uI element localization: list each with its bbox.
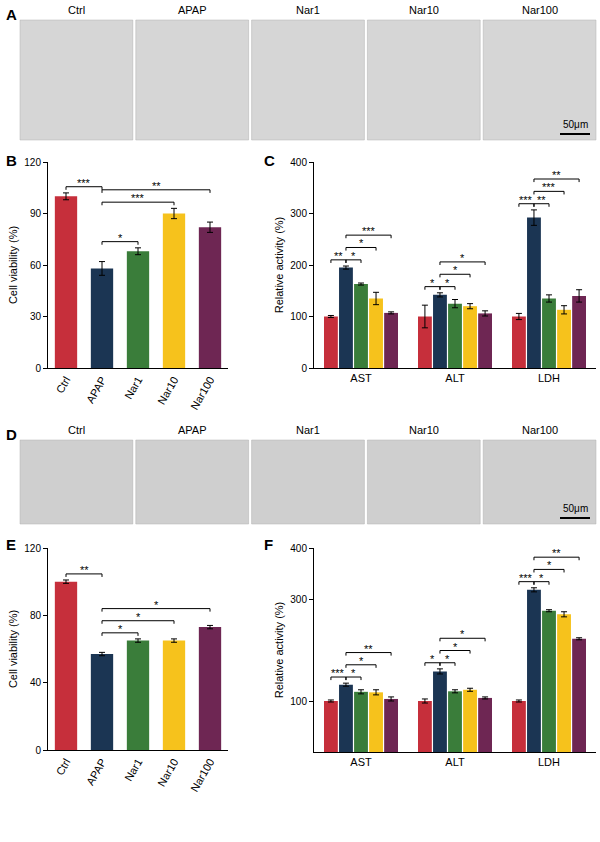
svg-text:*: * xyxy=(430,277,435,289)
svg-text:***: *** xyxy=(77,177,91,189)
svg-text:*: * xyxy=(359,237,364,249)
svg-text:**: ** xyxy=(552,547,561,559)
svg-text:120: 120 xyxy=(24,543,41,554)
svg-text:**: ** xyxy=(364,643,373,655)
svg-text:Nar1: Nar1 xyxy=(296,4,320,16)
svg-text:*: * xyxy=(460,252,465,264)
svg-text:AST: AST xyxy=(350,372,372,384)
svg-text:**: ** xyxy=(552,169,561,181)
svg-text:Ctrl: Ctrl xyxy=(68,424,85,436)
svg-text:*: * xyxy=(136,611,141,623)
svg-text:*: * xyxy=(453,641,458,653)
svg-text:ALT: ALT xyxy=(445,756,465,768)
svg-text:Nar100: Nar100 xyxy=(522,4,558,16)
svg-text:Cell viability (%): Cell viability (%) xyxy=(7,226,19,304)
svg-text:50μm: 50μm xyxy=(563,503,588,514)
svg-text:***: *** xyxy=(519,194,533,206)
svg-text:D: D xyxy=(6,426,17,443)
svg-text:60: 60 xyxy=(30,260,42,271)
svg-text:***: *** xyxy=(362,225,376,237)
svg-text:Nar1: Nar1 xyxy=(122,374,144,401)
svg-text:Nar1: Nar1 xyxy=(296,424,320,436)
svg-text:Ctrl: Ctrl xyxy=(68,4,85,16)
svg-text:*: * xyxy=(154,599,159,611)
svg-text:***: *** xyxy=(519,572,533,584)
svg-text:***: *** xyxy=(331,667,345,679)
svg-text:*: * xyxy=(445,653,450,665)
svg-text:***: *** xyxy=(542,181,556,193)
svg-text:A: A xyxy=(6,6,17,23)
svg-text:APAP: APAP xyxy=(84,756,109,787)
svg-text:Nar10: Nar10 xyxy=(155,374,180,406)
svg-text:**: ** xyxy=(152,180,161,192)
svg-text:Nar1: Nar1 xyxy=(122,756,144,783)
svg-text:LDH: LDH xyxy=(538,756,560,768)
svg-text:0: 0 xyxy=(35,363,41,374)
svg-text:APAP: APAP xyxy=(178,4,207,16)
svg-text:0: 0 xyxy=(35,745,41,756)
svg-text:*: * xyxy=(118,623,123,635)
svg-text:*: * xyxy=(118,232,123,244)
svg-text:0: 0 xyxy=(301,363,307,374)
svg-text:50μm: 50μm xyxy=(563,119,588,130)
svg-text:Relative activity (%): Relative activity (%) xyxy=(273,217,285,314)
svg-text:*: * xyxy=(351,250,356,262)
svg-text:ALT: ALT xyxy=(445,372,465,384)
svg-text:40: 40 xyxy=(30,677,42,688)
svg-text:F: F xyxy=(264,536,273,553)
svg-text:Cell viability (%): Cell viability (%) xyxy=(7,610,19,688)
svg-text:100: 100 xyxy=(290,311,307,322)
svg-text:APAP: APAP xyxy=(178,424,207,436)
svg-text:120: 120 xyxy=(24,157,41,168)
svg-text:90: 90 xyxy=(30,208,42,219)
svg-text:**: ** xyxy=(334,250,343,262)
svg-text:**: ** xyxy=(537,194,546,206)
svg-text:Ctrl: Ctrl xyxy=(54,756,73,777)
svg-text:*: * xyxy=(453,264,458,276)
svg-text:E: E xyxy=(6,536,16,553)
svg-text:*: * xyxy=(539,572,544,584)
svg-text:*: * xyxy=(460,628,465,640)
svg-text:200: 200 xyxy=(290,260,307,271)
svg-text:*: * xyxy=(430,653,435,665)
svg-text:30: 30 xyxy=(30,311,42,322)
svg-text:AST: AST xyxy=(350,756,372,768)
svg-text:*: * xyxy=(359,655,364,667)
svg-text:300: 300 xyxy=(290,208,307,219)
svg-text:Nar10: Nar10 xyxy=(409,4,439,16)
svg-text:400: 400 xyxy=(290,543,307,554)
svg-text:APAP: APAP xyxy=(84,374,109,405)
svg-text:Nar100: Nar100 xyxy=(522,424,558,436)
svg-text:LDH: LDH xyxy=(538,372,560,384)
svg-text:300: 300 xyxy=(290,594,307,605)
svg-text:Ctrl: Ctrl xyxy=(54,374,73,395)
svg-text:C: C xyxy=(264,152,275,169)
svg-text:Nar100: Nar100 xyxy=(188,374,216,411)
svg-text:*: * xyxy=(445,277,450,289)
svg-text:*: * xyxy=(351,667,356,679)
svg-text:Nar100: Nar100 xyxy=(188,756,216,793)
svg-text:***: *** xyxy=(131,192,145,204)
svg-text:Nar10: Nar10 xyxy=(409,424,439,436)
svg-text:B: B xyxy=(6,152,17,169)
svg-text:80: 80 xyxy=(30,610,42,621)
svg-text:Relative activity (%): Relative activity (%) xyxy=(273,602,285,699)
svg-text:400: 400 xyxy=(290,157,307,168)
svg-text:**: ** xyxy=(80,564,89,576)
svg-text:100: 100 xyxy=(290,696,307,707)
svg-text:*: * xyxy=(547,559,552,571)
svg-text:Nar10: Nar10 xyxy=(155,756,180,788)
